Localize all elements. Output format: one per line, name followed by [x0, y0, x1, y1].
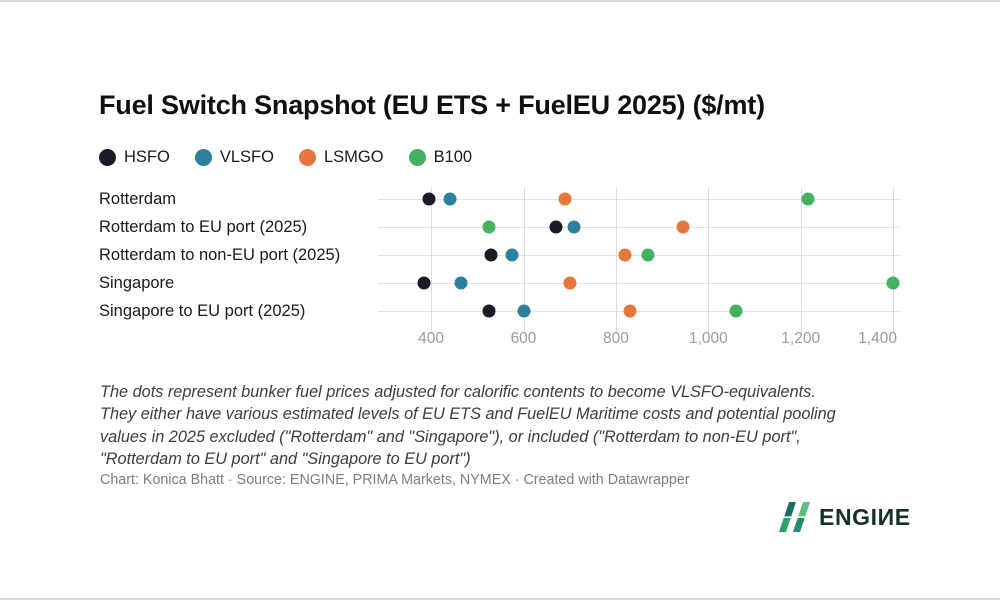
x-gridline	[431, 188, 433, 333]
x-gridline	[615, 188, 617, 333]
data-dot-hsfo[interactable]	[482, 304, 496, 318]
data-dot-b100[interactable]	[729, 304, 743, 318]
x-gridline	[800, 188, 802, 333]
x-tick-label: 600	[510, 330, 537, 347]
legend-item-vlsfo: VLSFO	[194, 148, 274, 167]
note-line: The dots represent bunker fuel prices ad…	[100, 383, 816, 401]
data-dot-b100[interactable]	[886, 276, 900, 290]
legend-label: LSMGO	[323, 148, 384, 166]
legend-dot-hsfo	[99, 149, 116, 166]
data-dot-vlsfo[interactable]	[454, 276, 468, 290]
row-gridline	[378, 283, 900, 284]
legend-item-b100: B100	[408, 148, 473, 167]
legend-dot-lsmgo	[298, 149, 316, 166]
x-gridline	[708, 188, 710, 333]
category-label: Rotterdam to non-EU port (2025)	[99, 246, 341, 264]
x-tick-label: 1,000	[688, 330, 728, 347]
data-dot-lsmgo[interactable]	[676, 220, 690, 234]
category-label: Singapore	[99, 274, 175, 292]
note-line: values in 2025 excluded ("Rotterdam" and…	[100, 427, 801, 446]
engine-logo-mark	[779, 502, 810, 532]
x-tick-label: 1,400	[858, 330, 897, 347]
legend-dot-b100	[408, 149, 426, 166]
legend-label: HSFO	[124, 148, 170, 166]
legend-dot-vlsfo	[194, 149, 212, 166]
chart-title: Fuel Switch Snapshot (EU ETS + FuelEU 20…	[99, 90, 765, 120]
category-label: Singapore to EU port (2025)	[99, 302, 306, 320]
engine-logo-text: ENGIИE	[819, 503, 911, 530]
data-dot-b100[interactable]	[482, 220, 496, 234]
attribution-line: Chart: Konica Bhatt · Source: ENGINE, PR…	[100, 472, 690, 488]
data-dot-b100[interactable]	[801, 192, 815, 206]
data-dot-hsfo[interactable]	[417, 276, 431, 290]
legend-label: VLSFO	[219, 148, 274, 166]
category-label: Rotterdam	[99, 190, 177, 208]
legend-label: B100	[433, 148, 473, 166]
engine-logo: ENGIИE	[779, 502, 911, 532]
data-dot-lsmgo[interactable]	[618, 248, 632, 262]
top-border	[0, 0, 1000, 2]
data-dot-lsmgo[interactable]	[563, 276, 577, 290]
plot-area	[378, 185, 900, 333]
data-dot-vlsfo[interactable]	[517, 304, 530, 318]
legend: HSFO VLSFO LSMGO B100	[99, 148, 472, 167]
x-gridline	[523, 188, 525, 333]
x-gridline	[893, 188, 895, 333]
data-dot-vlsfo[interactable]	[505, 248, 519, 262]
legend-item-hsfo: HSFO	[99, 148, 170, 167]
row-gridline	[378, 199, 900, 200]
x-tick-label: 800	[602, 330, 629, 347]
legend-item-lsmgo: LSMGO	[298, 148, 384, 167]
data-dot-vlsfo[interactable]	[443, 192, 457, 206]
x-tick-label: 1,200	[781, 330, 821, 347]
data-dot-vlsfo[interactable]	[567, 220, 581, 234]
note-line: They either have various estimated level…	[100, 405, 836, 424]
data-dot-hsfo[interactable]	[422, 192, 436, 206]
data-dot-lsmgo[interactable]	[558, 192, 572, 206]
bottom-border	[0, 598, 1000, 600]
category-label: Rotterdam to EU port (2025)	[99, 218, 308, 236]
row-gridline	[378, 255, 900, 256]
x-tick-label: 400	[418, 330, 445, 347]
data-dot-lsmgo[interactable]	[623, 304, 637, 318]
row-gridline	[378, 311, 900, 312]
data-dot-b100[interactable]	[641, 248, 655, 262]
note-line: "Rotterdam to EU port" and "Singapore to…	[100, 450, 471, 469]
data-dot-hsfo[interactable]	[484, 248, 498, 262]
chart-notes: The dots represent bunker fuel prices ad…	[100, 381, 836, 471]
data-dot-hsfo[interactable]	[549, 220, 563, 234]
row-gridline	[378, 227, 900, 228]
